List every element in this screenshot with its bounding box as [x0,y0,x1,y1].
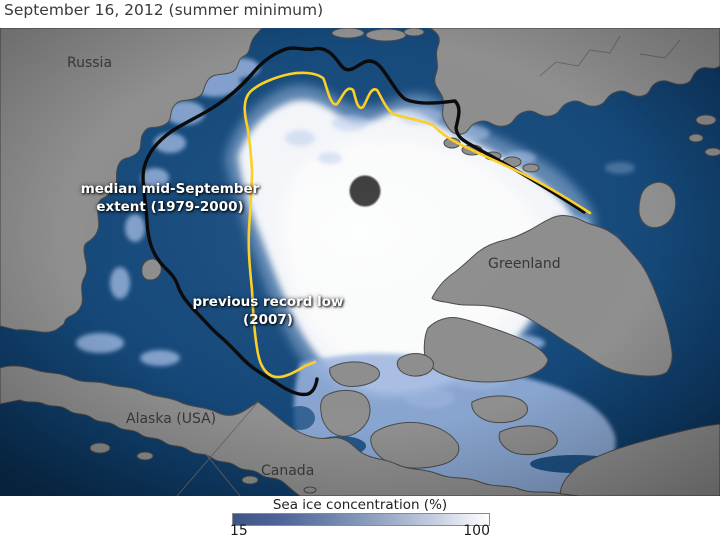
map-canvas [0,28,720,496]
annotation-record-low: previous record low (2007) [183,293,353,329]
annotation-record-low-line2: (2007) [243,312,293,328]
arctic-map: Russia Greenland Alaska (USA) Canada med… [0,28,720,496]
annotation-median-extent: median mid-September extent (1979-2000) [78,180,262,216]
label-greenland: Greenland [488,256,561,272]
label-russia: Russia [67,55,113,71]
label-alaska: Alaska (USA) [126,411,217,427]
legend-gradient-bar [232,513,490,526]
legend-min-label: 15 [230,523,248,539]
legend: Sea ice concentration (%) 15 100 [0,496,720,540]
annotation-median-extent-line2: extent (1979-2000) [96,199,244,215]
legend-title: Sea ice concentration (%) [272,497,448,513]
label-canada: Canada [261,463,315,479]
annotation-median-extent-line1: median mid-September [80,181,260,197]
annotation-record-low-line1: previous record low [192,294,344,310]
page-title: September 16, 2012 (summer minimum) [4,1,324,19]
legend-max-label: 100 [463,523,490,539]
legend-scale: 15 100 [230,523,490,539]
vignette-overlay [0,28,720,496]
